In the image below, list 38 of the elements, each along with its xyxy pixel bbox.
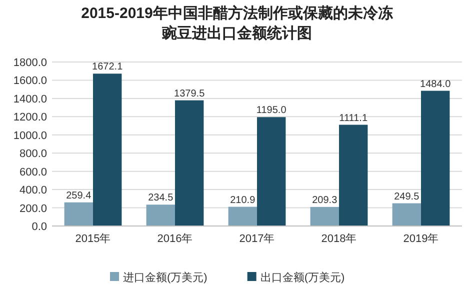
y-tick-label: 800.0 — [19, 148, 47, 160]
bar — [339, 124, 368, 226]
y-tick-label: 1400.0 — [13, 93, 47, 106]
y-tick-label: 1600.0 — [13, 75, 47, 88]
y-tick-label: 1200.0 — [13, 112, 47, 124]
data-label: 210.9 — [230, 194, 256, 206]
y-tick-label: 400.0 — [19, 184, 47, 197]
bar — [421, 90, 450, 226]
x-tick-label: 2019年 — [403, 233, 439, 245]
x-tick-label: 2015年 — [75, 233, 111, 245]
x-tick-label: 2016年 — [157, 233, 193, 245]
bar — [175, 100, 204, 226]
data-label: 1111.1 — [339, 112, 368, 124]
chart-title: 2015-2019年中国非醋方法制作或保藏的未冷冻豌豆进出口金额统计图 — [80, 4, 394, 44]
data-label: 259.4 — [66, 190, 92, 202]
bar — [392, 203, 421, 226]
bar — [93, 74, 122, 226]
y-tick-label: 1000.0 — [13, 130, 47, 142]
bar — [310, 206, 339, 226]
data-label: 1672.1 — [92, 62, 124, 73]
legend-label: 进口金额(万美元) — [123, 271, 208, 284]
data-label: 1484.0 — [420, 78, 452, 90]
legend-label: 出口金额(万美元) — [260, 271, 345, 284]
bar — [64, 202, 93, 226]
data-label: 1195.0 — [256, 105, 287, 116]
bar — [257, 117, 286, 226]
data-label: 209.3 — [312, 194, 338, 206]
bar — [146, 204, 175, 226]
y-tick-label: 600.0 — [19, 166, 47, 178]
x-tick-label: 2017年 — [239, 233, 275, 245]
y-tick-label: 0.0 — [32, 221, 47, 233]
bar — [228, 206, 257, 226]
x-tick-label: 2018年 — [321, 233, 357, 245]
data-label: 1379.5 — [174, 88, 206, 100]
y-tick-label: 1800.0 — [13, 57, 47, 69]
data-label: 249.5 — [394, 191, 420, 202]
data-label: 234.5 — [148, 192, 174, 204]
y-tick-label: 200.0 — [19, 202, 47, 215]
